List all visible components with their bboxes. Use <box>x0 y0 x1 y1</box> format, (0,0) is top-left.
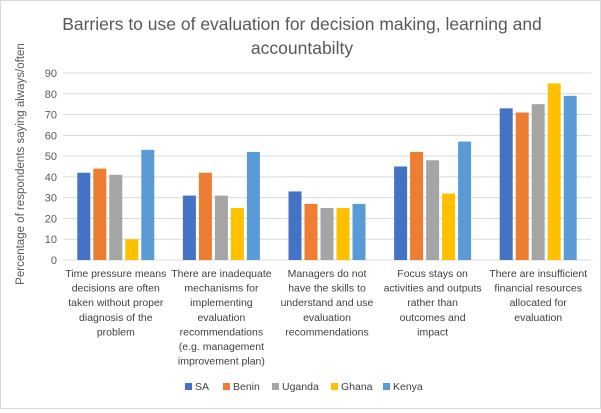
legend-swatch-benin <box>223 383 230 390</box>
x-category-label-line: Managers do not <box>288 268 367 280</box>
x-category-label-line: recommendations <box>180 326 263 338</box>
x-category-label-line: rather than <box>407 297 458 309</box>
bar-kenya-2 <box>246 151 260 260</box>
legend-label-uganda: Uganda <box>282 381 319 393</box>
bar-uganda-2 <box>214 195 228 260</box>
x-category-label-line: There are insufficient <box>489 268 587 280</box>
bar-sa-4 <box>394 166 408 260</box>
x-category-label-line: understand and use <box>281 297 374 309</box>
x-category-label-line: (e.g. management <box>179 341 264 353</box>
bar-uganda-1 <box>109 174 123 260</box>
x-category-label-line: decisions are often <box>72 283 160 295</box>
chart-title: Barriers to use of evaluation for decisi… <box>62 14 542 58</box>
bar-benin-1 <box>93 168 107 260</box>
y-tick-label: 0 <box>51 255 57 267</box>
x-axis-labels: Time pressure means decisions are often ta… <box>65 268 587 368</box>
y-tick-label: 50 <box>45 151 57 163</box>
x-category-label-line: impact <box>417 326 448 338</box>
y-tick-label: 90 <box>45 68 57 80</box>
bars <box>77 83 577 261</box>
y-axis-label: Percentage of respondents saying always/… <box>15 43 27 285</box>
x-category-label-line: Focus stays on <box>397 268 468 280</box>
bar-sa-5 <box>499 108 513 260</box>
x-category-label-line: There are inadequate <box>171 268 272 280</box>
x-category-label-line: problem <box>97 326 135 338</box>
bar-uganda-4 <box>426 160 440 260</box>
x-category-label-line: evaluation <box>514 312 562 324</box>
y-tick-label: 10 <box>45 234 57 246</box>
x-category-label-line: evaluation <box>197 312 245 324</box>
legend: SA Benin Uganda Ghana Kenya <box>185 381 423 393</box>
y-tick-label: 80 <box>45 89 57 101</box>
bar-ghana-4 <box>442 193 456 260</box>
y-axis-ticks: 0 10 20 30 40 50 60 70 80 90 <box>45 68 57 267</box>
bar-kenya-3 <box>352 203 366 260</box>
x-category-label-line: evaluation <box>303 312 351 324</box>
x-category-label-line: Time pressure means <box>65 268 166 280</box>
bar-sa-1 <box>77 172 91 260</box>
y-tick-label: 20 <box>45 213 57 225</box>
x-category-label-line: activities and outputs <box>384 283 482 295</box>
bar-uganda-3 <box>320 208 334 260</box>
x-category-label-line: financial resources <box>494 283 582 295</box>
y-tick-label: 40 <box>45 172 57 184</box>
y-tick-label: 30 <box>45 193 57 205</box>
x-category-label-line: implementing <box>190 297 253 309</box>
bar-sa-3 <box>288 191 302 260</box>
bar-ghana-1 <box>125 239 139 260</box>
chart-title-line: accountabilty <box>251 38 353 58</box>
legend-label-kenya: Kenya <box>393 381 423 393</box>
bar-kenya-1 <box>141 149 155 260</box>
y-tick-label: 70 <box>45 110 57 122</box>
bar-kenya-5 <box>563 95 577 260</box>
bar-ghana-2 <box>230 208 244 260</box>
bar-ghana-3 <box>336 208 350 260</box>
x-category-label-line: have the skills to <box>288 283 366 295</box>
legend-swatch-sa <box>185 383 192 390</box>
legend-swatch-ghana <box>331 383 338 390</box>
x-category-label-line: outcomes and <box>400 312 466 324</box>
legend-swatch-uganda <box>272 383 279 390</box>
bar-ghana-5 <box>547 83 561 260</box>
bar-benin-2 <box>198 172 212 260</box>
bar-uganda-5 <box>531 104 545 261</box>
bar-benin-3 <box>304 203 318 260</box>
legend-swatch-kenya <box>383 383 390 390</box>
bar-benin-4 <box>410 151 424 260</box>
legend-label-ghana: Ghana <box>341 381 373 393</box>
legend-label-benin: Benin <box>233 381 260 393</box>
legend-label-sa: SA <box>195 381 209 393</box>
x-category-label-line: diagnosis of the <box>79 312 153 324</box>
x-category-label-line: taken without proper <box>68 297 164 309</box>
bar-kenya-4 <box>458 141 472 260</box>
y-tick-label: 60 <box>45 130 57 142</box>
chart-title-line: Barriers to use of evaluation for decisi… <box>62 14 542 34</box>
x-category-label-line: improvement plan) <box>178 356 265 368</box>
x-category-label-line: recommendations <box>285 326 368 338</box>
bar-sa-2 <box>182 195 196 260</box>
x-category-label-line: allocated for <box>510 297 568 309</box>
bar-benin-5 <box>515 112 529 260</box>
x-category-label-line: mechanisms for <box>184 283 259 295</box>
